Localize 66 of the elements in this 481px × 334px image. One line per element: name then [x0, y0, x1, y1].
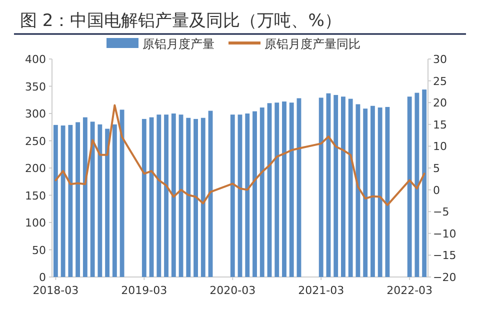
y-tick-label: 200: [25, 162, 46, 175]
bar: [76, 122, 80, 277]
y2-tick-label: 25: [433, 74, 447, 88]
bar: [296, 98, 302, 277]
y-tick-label: 300: [25, 108, 46, 120]
y-tick-label: 150: [25, 189, 46, 202]
y-tick-label: 350: [25, 80, 46, 94]
bar: [348, 98, 353, 277]
line-series: [54, 104, 426, 206]
bar: [164, 114, 168, 277]
bar: [60, 125, 66, 277]
y2-tick-label: 5: [433, 162, 440, 175]
bar: [245, 114, 250, 277]
legend-label: 原铝月度产量: [142, 37, 214, 51]
x-tick-label: 2021-03: [298, 284, 344, 297]
bar: [260, 108, 264, 277]
y2-tick-label: 30: [433, 53, 447, 66]
bar: [82, 117, 88, 277]
bar: [53, 124, 58, 277]
bar: [230, 114, 235, 277]
bar: [171, 114, 176, 277]
x-tick-label: 2018-03: [32, 284, 79, 297]
y2-tick-label: 15: [433, 118, 447, 132]
bar: [363, 108, 368, 277]
y2-tick-label: −20: [433, 271, 456, 284]
x-tick-label: 2019-03: [121, 284, 168, 297]
bar: [414, 92, 420, 277]
bar: [274, 102, 280, 277]
bar: [341, 96, 346, 277]
bar: [156, 114, 162, 277]
bar: [407, 96, 412, 277]
y-tick-label: 50: [32, 244, 46, 257]
bar: [112, 124, 117, 277]
y2-tick-label: 10: [433, 140, 447, 154]
bar: [378, 108, 382, 277]
bar: [289, 102, 294, 277]
bar: [334, 94, 338, 277]
y-tick-label: 250: [25, 134, 46, 148]
y-tick-label: 0: [39, 271, 46, 284]
y2-tick-label: −5: [433, 206, 450, 219]
bar: [105, 128, 110, 277]
legend-label: 原铝月度产量同比: [264, 37, 360, 51]
bar: [356, 104, 360, 277]
y2-tick-label: 20: [433, 96, 447, 110]
bar: [120, 110, 124, 277]
bar: [194, 118, 198, 277]
y2-tick-label: −15: [433, 249, 456, 262]
bar: [422, 90, 427, 277]
bar: [68, 124, 73, 277]
y2-tick-label: 0: [433, 184, 440, 197]
bar: [385, 106, 390, 277]
x-tick-label: 2022-03: [386, 284, 433, 297]
y2-tick-label: −10: [433, 227, 456, 240]
x-tick-label: 2020-03: [210, 284, 256, 297]
bar: [200, 118, 206, 277]
bar: [252, 111, 257, 277]
bar: [370, 106, 375, 277]
bar: [142, 118, 146, 277]
y-tick-label: 100: [25, 216, 46, 230]
bar: [90, 122, 95, 277]
bar: [186, 118, 191, 277]
y-tick-label: 400: [25, 53, 46, 66]
bar: [282, 102, 286, 277]
bar: [318, 98, 324, 277]
chart-title: 图 2：中国电解铝产量及同比（万吨、%）: [20, 11, 342, 31]
bar: [98, 124, 102, 277]
